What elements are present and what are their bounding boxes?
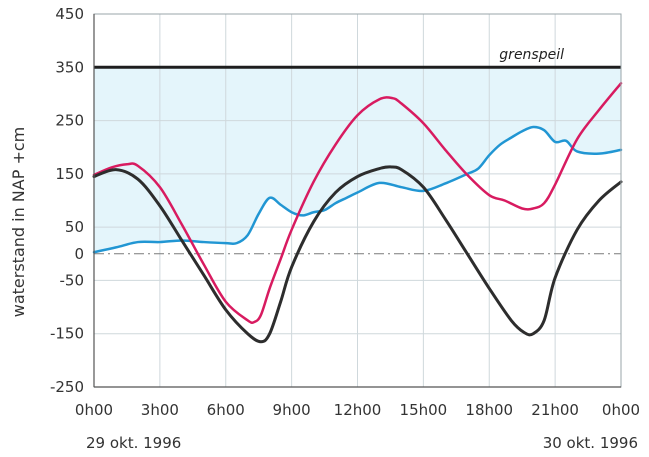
y-tick-label: -150: [50, 325, 84, 343]
y-axis-label: waterstand in NAP +cm: [9, 127, 28, 318]
y-tick-label: 50: [65, 218, 84, 236]
x-tick-label: 18h00: [465, 401, 513, 419]
y-tick-label: -50: [60, 271, 85, 289]
x-tick-label: 0h00: [75, 401, 113, 419]
x-tick-label: 12h00: [334, 401, 382, 419]
end-date-label: 30 okt. 1996: [543, 434, 638, 452]
x-tick-label: 3h00: [141, 401, 179, 419]
grid-lines: [94, 14, 621, 387]
series-layer: [92, 82, 623, 344]
series-line-black: [92, 165, 623, 344]
y-tick-label: -250: [50, 378, 84, 396]
start-date-label: 29 okt. 1996: [86, 434, 181, 452]
y-tick-label: 350: [55, 58, 84, 76]
grenspeil-label: grenspeil: [499, 47, 564, 63]
x-tick-label: 0h00: [602, 401, 640, 419]
y-tick-label: 150: [55, 165, 84, 183]
y-tick-labels: 450 350 250 150 50 0 -50 -150 -250: [50, 5, 84, 396]
x-tick-label: 21h00: [531, 401, 579, 419]
series-line-blue: [92, 125, 623, 254]
y-tick-label: 450: [55, 5, 84, 23]
x-tick-label: 6h00: [207, 401, 245, 419]
x-tick-labels: 0h00 3h00 6h00 9h00 12h00 15h00 18h00 21h00 0h00: [75, 401, 640, 419]
x-tick-label: 15h00: [400, 401, 448, 419]
x-tick-label: 9h00: [273, 401, 311, 419]
plot-frame: [93, 13, 622, 388]
y-tick-label: 0: [74, 245, 84, 263]
y-tick-label: 250: [55, 112, 84, 130]
series-line-magenta: [92, 82, 623, 325]
